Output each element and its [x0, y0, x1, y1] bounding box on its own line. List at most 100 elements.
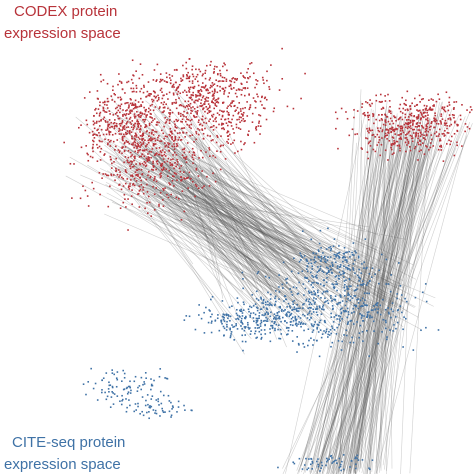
point [399, 103, 402, 106]
point [118, 127, 121, 130]
point [154, 106, 157, 108]
link [165, 192, 364, 275]
point [260, 298, 263, 300]
point [191, 409, 193, 412]
point [168, 169, 170, 172]
point [255, 129, 258, 131]
link [176, 163, 325, 312]
point [151, 117, 153, 119]
point [425, 145, 427, 147]
point [95, 122, 98, 124]
point [326, 290, 328, 292]
point [356, 321, 358, 323]
point [404, 141, 407, 144]
point [349, 256, 351, 258]
point [317, 294, 320, 297]
point [366, 151, 369, 153]
point [134, 99, 137, 102]
link [301, 115, 460, 473]
point [103, 103, 106, 106]
point [172, 83, 175, 86]
point [270, 311, 272, 314]
point [357, 302, 360, 304]
point [140, 125, 142, 127]
point [366, 114, 369, 117]
point [131, 175, 134, 178]
point [415, 132, 417, 135]
point [102, 377, 105, 380]
point [197, 175, 200, 177]
point [133, 380, 136, 383]
point [283, 300, 285, 302]
point [109, 113, 111, 115]
point [278, 274, 280, 276]
point [240, 320, 243, 322]
point [371, 316, 373, 319]
point [201, 118, 203, 120]
point [141, 138, 144, 141]
point [446, 105, 449, 107]
point [265, 307, 268, 309]
point [333, 460, 336, 462]
point [422, 116, 425, 119]
point [125, 123, 128, 125]
point [226, 140, 228, 143]
point [347, 313, 350, 316]
point [229, 327, 231, 330]
point [448, 114, 451, 116]
point [206, 175, 208, 178]
point [233, 139, 236, 142]
point [324, 260, 326, 263]
point [92, 387, 95, 390]
point [134, 115, 137, 118]
point [324, 331, 327, 334]
point [393, 143, 395, 146]
point [252, 312, 255, 314]
point [451, 135, 453, 138]
point [155, 131, 158, 133]
point [449, 118, 452, 121]
point [450, 140, 452, 143]
point [134, 171, 137, 173]
point [265, 311, 268, 313]
point [234, 77, 236, 80]
point [150, 398, 153, 400]
point [280, 320, 282, 323]
point [285, 278, 287, 281]
point [86, 152, 88, 155]
point [245, 315, 247, 318]
point [378, 130, 381, 133]
link [134, 163, 373, 270]
link [326, 125, 384, 474]
point [357, 307, 360, 310]
point [427, 120, 429, 122]
point [288, 305, 291, 307]
point [148, 124, 151, 127]
point [147, 212, 149, 214]
point [202, 132, 205, 135]
point [138, 105, 141, 108]
link [125, 131, 302, 253]
point [297, 342, 300, 345]
link [167, 206, 278, 300]
link [333, 123, 473, 474]
link [144, 146, 270, 316]
point [434, 118, 437, 121]
point [150, 151, 152, 153]
point [158, 147, 161, 149]
point [419, 122, 421, 124]
point [240, 93, 243, 96]
point [198, 119, 200, 121]
point [188, 91, 191, 93]
point [106, 82, 109, 85]
point [327, 302, 330, 305]
point [395, 128, 397, 131]
point [321, 464, 324, 467]
link [105, 184, 290, 330]
point [246, 71, 248, 74]
point [183, 115, 185, 118]
point [409, 119, 412, 122]
point [127, 149, 130, 152]
point [316, 271, 319, 273]
point [388, 139, 391, 142]
